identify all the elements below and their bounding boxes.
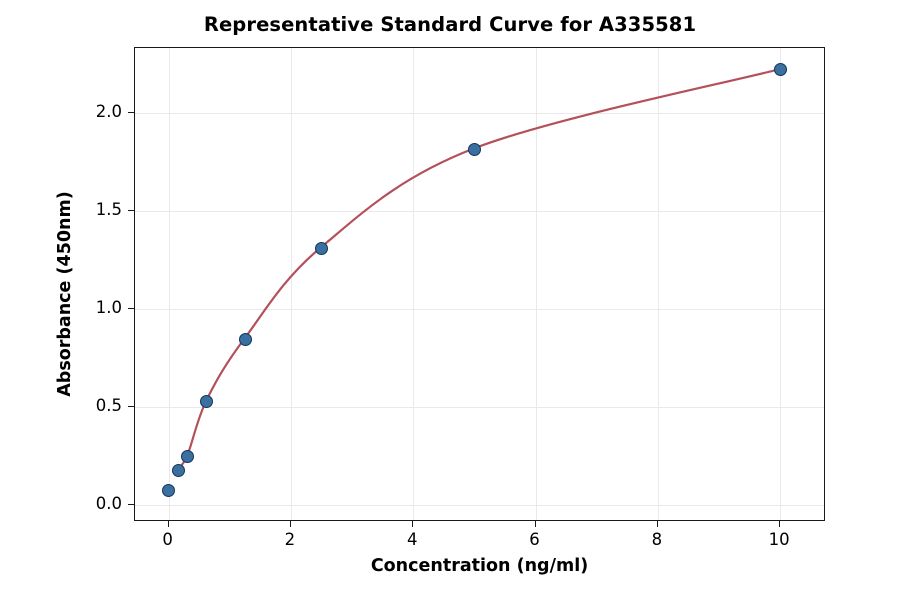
data-point-4 bbox=[238, 332, 252, 346]
x-axis-label: Concentration (ng/ml) bbox=[370, 556, 589, 576]
gridline-horizontal-2 bbox=[135, 309, 824, 311]
data-point-6 bbox=[467, 142, 481, 156]
x-tick-label-2: 4 bbox=[406, 530, 418, 549]
y-tick-label-2: 1.0 bbox=[95, 298, 122, 318]
data-point-7 bbox=[773, 63, 787, 77]
fit-curve-path bbox=[176, 68, 780, 471]
y-axis-label: Absorbance (450nm) bbox=[55, 191, 75, 397]
gridline-vertical-1 bbox=[290, 48, 292, 520]
x-tick-0 bbox=[167, 521, 169, 527]
gridline-vertical-5 bbox=[780, 48, 782, 520]
gridline-vertical-0 bbox=[168, 48, 170, 520]
data-point-1 bbox=[171, 464, 185, 478]
x-tick-label-0: 0 bbox=[162, 530, 173, 549]
page-title: Representative Standard Curve for A33558… bbox=[203, 13, 697, 36]
data-point-markers bbox=[135, 48, 824, 520]
y-tick-4 bbox=[128, 111, 134, 113]
data-point-2 bbox=[181, 449, 195, 463]
plot-area bbox=[134, 47, 825, 521]
x-tick-4 bbox=[656, 521, 658, 527]
gridline-vertical-3 bbox=[535, 48, 537, 520]
fit-curve bbox=[176, 68, 780, 471]
y-tick-2 bbox=[128, 308, 134, 310]
x-tick-label-3: 6 bbox=[529, 530, 540, 549]
y-tick-label-4: 2.0 bbox=[95, 101, 122, 121]
y-tick-label-1: 0.5 bbox=[95, 396, 122, 416]
data-point-3 bbox=[200, 394, 214, 408]
gridline-horizontal-4 bbox=[135, 112, 824, 114]
gridline-horizontal-3 bbox=[135, 210, 824, 212]
x-tick-2 bbox=[412, 521, 414, 527]
y-tick-label-3: 1.5 bbox=[95, 199, 122, 219]
x-tick-label-1: 2 bbox=[284, 530, 296, 549]
gridline-vertical-2 bbox=[413, 48, 415, 520]
gridline-horizontal-0 bbox=[135, 505, 824, 507]
data-point-0 bbox=[162, 484, 176, 498]
x-tick-1 bbox=[289, 521, 291, 527]
y-tick-label-0: 0.0 bbox=[95, 494, 122, 514]
gridline-vertical-4 bbox=[657, 48, 659, 520]
x-tick-3 bbox=[534, 521, 536, 527]
data-point-5 bbox=[315, 241, 328, 255]
y-tick-3 bbox=[128, 209, 134, 211]
x-tick-label-5: 10 bbox=[768, 530, 790, 549]
y-tick-1 bbox=[128, 406, 134, 408]
gridline-horizontal-1 bbox=[135, 407, 824, 409]
x-tick-label-4: 8 bbox=[651, 530, 663, 549]
x-tick-5 bbox=[779, 521, 781, 527]
y-tick-0 bbox=[128, 504, 134, 506]
